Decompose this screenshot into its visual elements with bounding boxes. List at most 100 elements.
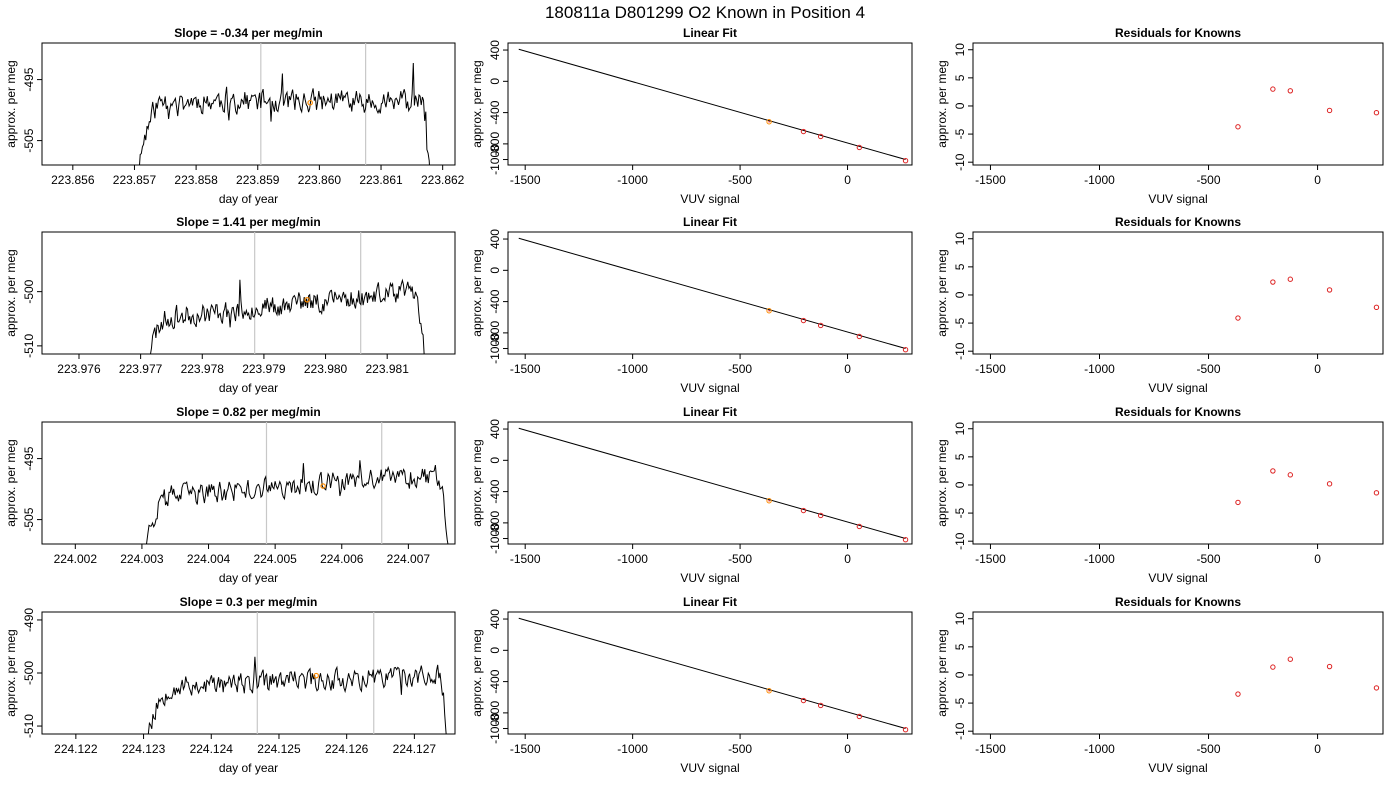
y-tick-label: -495	[22, 446, 36, 470]
y-tick-label: -1000	[488, 713, 502, 744]
x-tick-label: -500	[728, 362, 752, 376]
plot-frame	[972, 421, 1384, 545]
x-axis-label: VUV signal	[680, 761, 739, 775]
y-tick-label: 0	[488, 78, 502, 85]
x-axis-label: day of year	[219, 571, 278, 585]
x-tick-label: 223.978	[181, 362, 225, 376]
mean-marker	[304, 296, 310, 303]
y-tick-label: 5	[953, 74, 967, 81]
y-tick-label: -400	[488, 100, 502, 124]
panel-2-2: Linear Fit-1500 -1000 -500 0-1000-800-40004…	[470, 215, 913, 395]
residual-point	[1287, 276, 1294, 282]
fit-point	[817, 133, 824, 140]
panel-title: Linear Fit	[683, 215, 737, 229]
x-tick-label: 224.126	[325, 742, 369, 756]
x-axis-label: VUV signal	[1148, 192, 1207, 206]
fit-point	[902, 157, 909, 164]
x-axis-label: VUV signal	[1148, 761, 1207, 775]
plot-area	[1235, 276, 1380, 321]
signal-trace	[139, 62, 430, 165]
y-tick-label: 0	[953, 671, 967, 678]
fit-point	[766, 498, 772, 504]
x-tick-label: 224.123	[122, 742, 166, 756]
x-axis-label: VUV signal	[680, 381, 739, 395]
x-tick-label: -500	[1197, 742, 1221, 756]
panel-title: Residuals for Knowns	[1115, 26, 1241, 40]
y-tick-label: -5	[953, 128, 967, 139]
panel-3-2: Linear Fit-1500 -1000 -500 0-1000-800-40004…	[470, 405, 913, 585]
fit-point-center	[768, 309, 770, 312]
fit-line	[518, 48, 906, 161]
residual-point	[1270, 468, 1276, 474]
figure-suptitle: 180811a D801299 O2 Known in Position 4	[545, 3, 865, 22]
x-tick-label: 224.007	[387, 552, 431, 566]
x-tick-label: 223.859	[236, 173, 280, 187]
residual-point	[1287, 656, 1294, 662]
y-tick-label: -10	[953, 722, 967, 740]
y-tick-label: -505	[22, 128, 36, 152]
x-axis-label: day of year	[219, 761, 278, 775]
y-tick-label: 0	[953, 481, 967, 488]
panel-2-1: Slope = 1.41 per meg/min 223.976 223.977 22…	[4, 215, 456, 395]
plot-frame	[972, 611, 1384, 735]
y-tick-label: -1000	[488, 144, 502, 175]
panel-title: Residuals for Knowns	[1115, 215, 1241, 229]
y-tick-label: 400	[488, 40, 502, 60]
x-tick-label: 223.981	[365, 362, 409, 376]
x-tick-label: 224.125	[257, 742, 301, 756]
y-tick-label: 5	[953, 263, 967, 270]
x-tick-label: -1000	[617, 362, 648, 376]
x-tick-label: 224.003	[120, 552, 164, 566]
fit-point-center	[768, 499, 770, 502]
y-tick-label: 10	[953, 612, 967, 626]
x-tick-label: 223.976	[57, 362, 101, 376]
y-tick-label: -510	[22, 714, 36, 738]
y-axis-label: approx. per meg	[470, 249, 484, 336]
residual-point	[1326, 107, 1333, 114]
y-axis-label: approx. per meg	[470, 60, 484, 147]
x-tick-label: 223.862	[421, 173, 465, 187]
residual-point	[1373, 304, 1380, 311]
fit-point	[800, 317, 807, 324]
x-tick-label: -1500	[510, 362, 541, 376]
fit-point-center	[768, 689, 770, 692]
residual-point	[1235, 124, 1241, 130]
y-tick-label: -505	[22, 507, 36, 531]
x-tick-label: 223.980	[304, 362, 348, 376]
y-axis-label: approx. per meg	[935, 249, 949, 336]
y-tick-label: -800	[488, 321, 502, 345]
fit-point	[856, 144, 863, 151]
x-axis-label: VUV signal	[1148, 381, 1207, 395]
y-axis-label: approx. per meg	[935, 439, 949, 526]
x-tick-label: -1500	[510, 742, 541, 756]
x-tick-label: 224.005	[253, 552, 297, 566]
fit-point-center	[768, 120, 770, 123]
plot-frame	[41, 421, 456, 545]
fit-point	[766, 119, 772, 125]
x-tick-label: 224.002	[54, 552, 98, 566]
y-tick-label: -1000	[488, 523, 502, 554]
plot-area	[149, 232, 425, 354]
fit-point	[817, 322, 824, 329]
residual-point	[1326, 287, 1333, 293]
x-tick-label: 0	[1314, 552, 1321, 566]
x-tick-label: 224.127	[393, 742, 437, 756]
signal-trace	[147, 656, 447, 734]
panel-4-1: Slope = 0.3 per meg/min 224.122 224.123 224…	[4, 595, 456, 775]
x-tick-label: -1000	[617, 552, 648, 566]
x-tick-label: 0	[1314, 173, 1321, 187]
fit-point	[902, 346, 909, 353]
residual-point	[1287, 472, 1294, 478]
fit-point	[902, 536, 909, 543]
x-tick-label: 0	[1314, 742, 1321, 756]
y-tick-label: 0	[488, 457, 502, 464]
y-tick-label: -510	[22, 334, 36, 358]
fit-point	[800, 128, 807, 135]
y-tick-label: -10	[953, 342, 967, 360]
plot-frame	[507, 231, 913, 355]
y-tick-label: -400	[488, 479, 502, 503]
mean-marker	[320, 483, 326, 489]
x-tick-label: 0	[844, 742, 851, 756]
y-tick-label: -10	[953, 153, 967, 171]
x-tick-label: 223.979	[242, 362, 286, 376]
